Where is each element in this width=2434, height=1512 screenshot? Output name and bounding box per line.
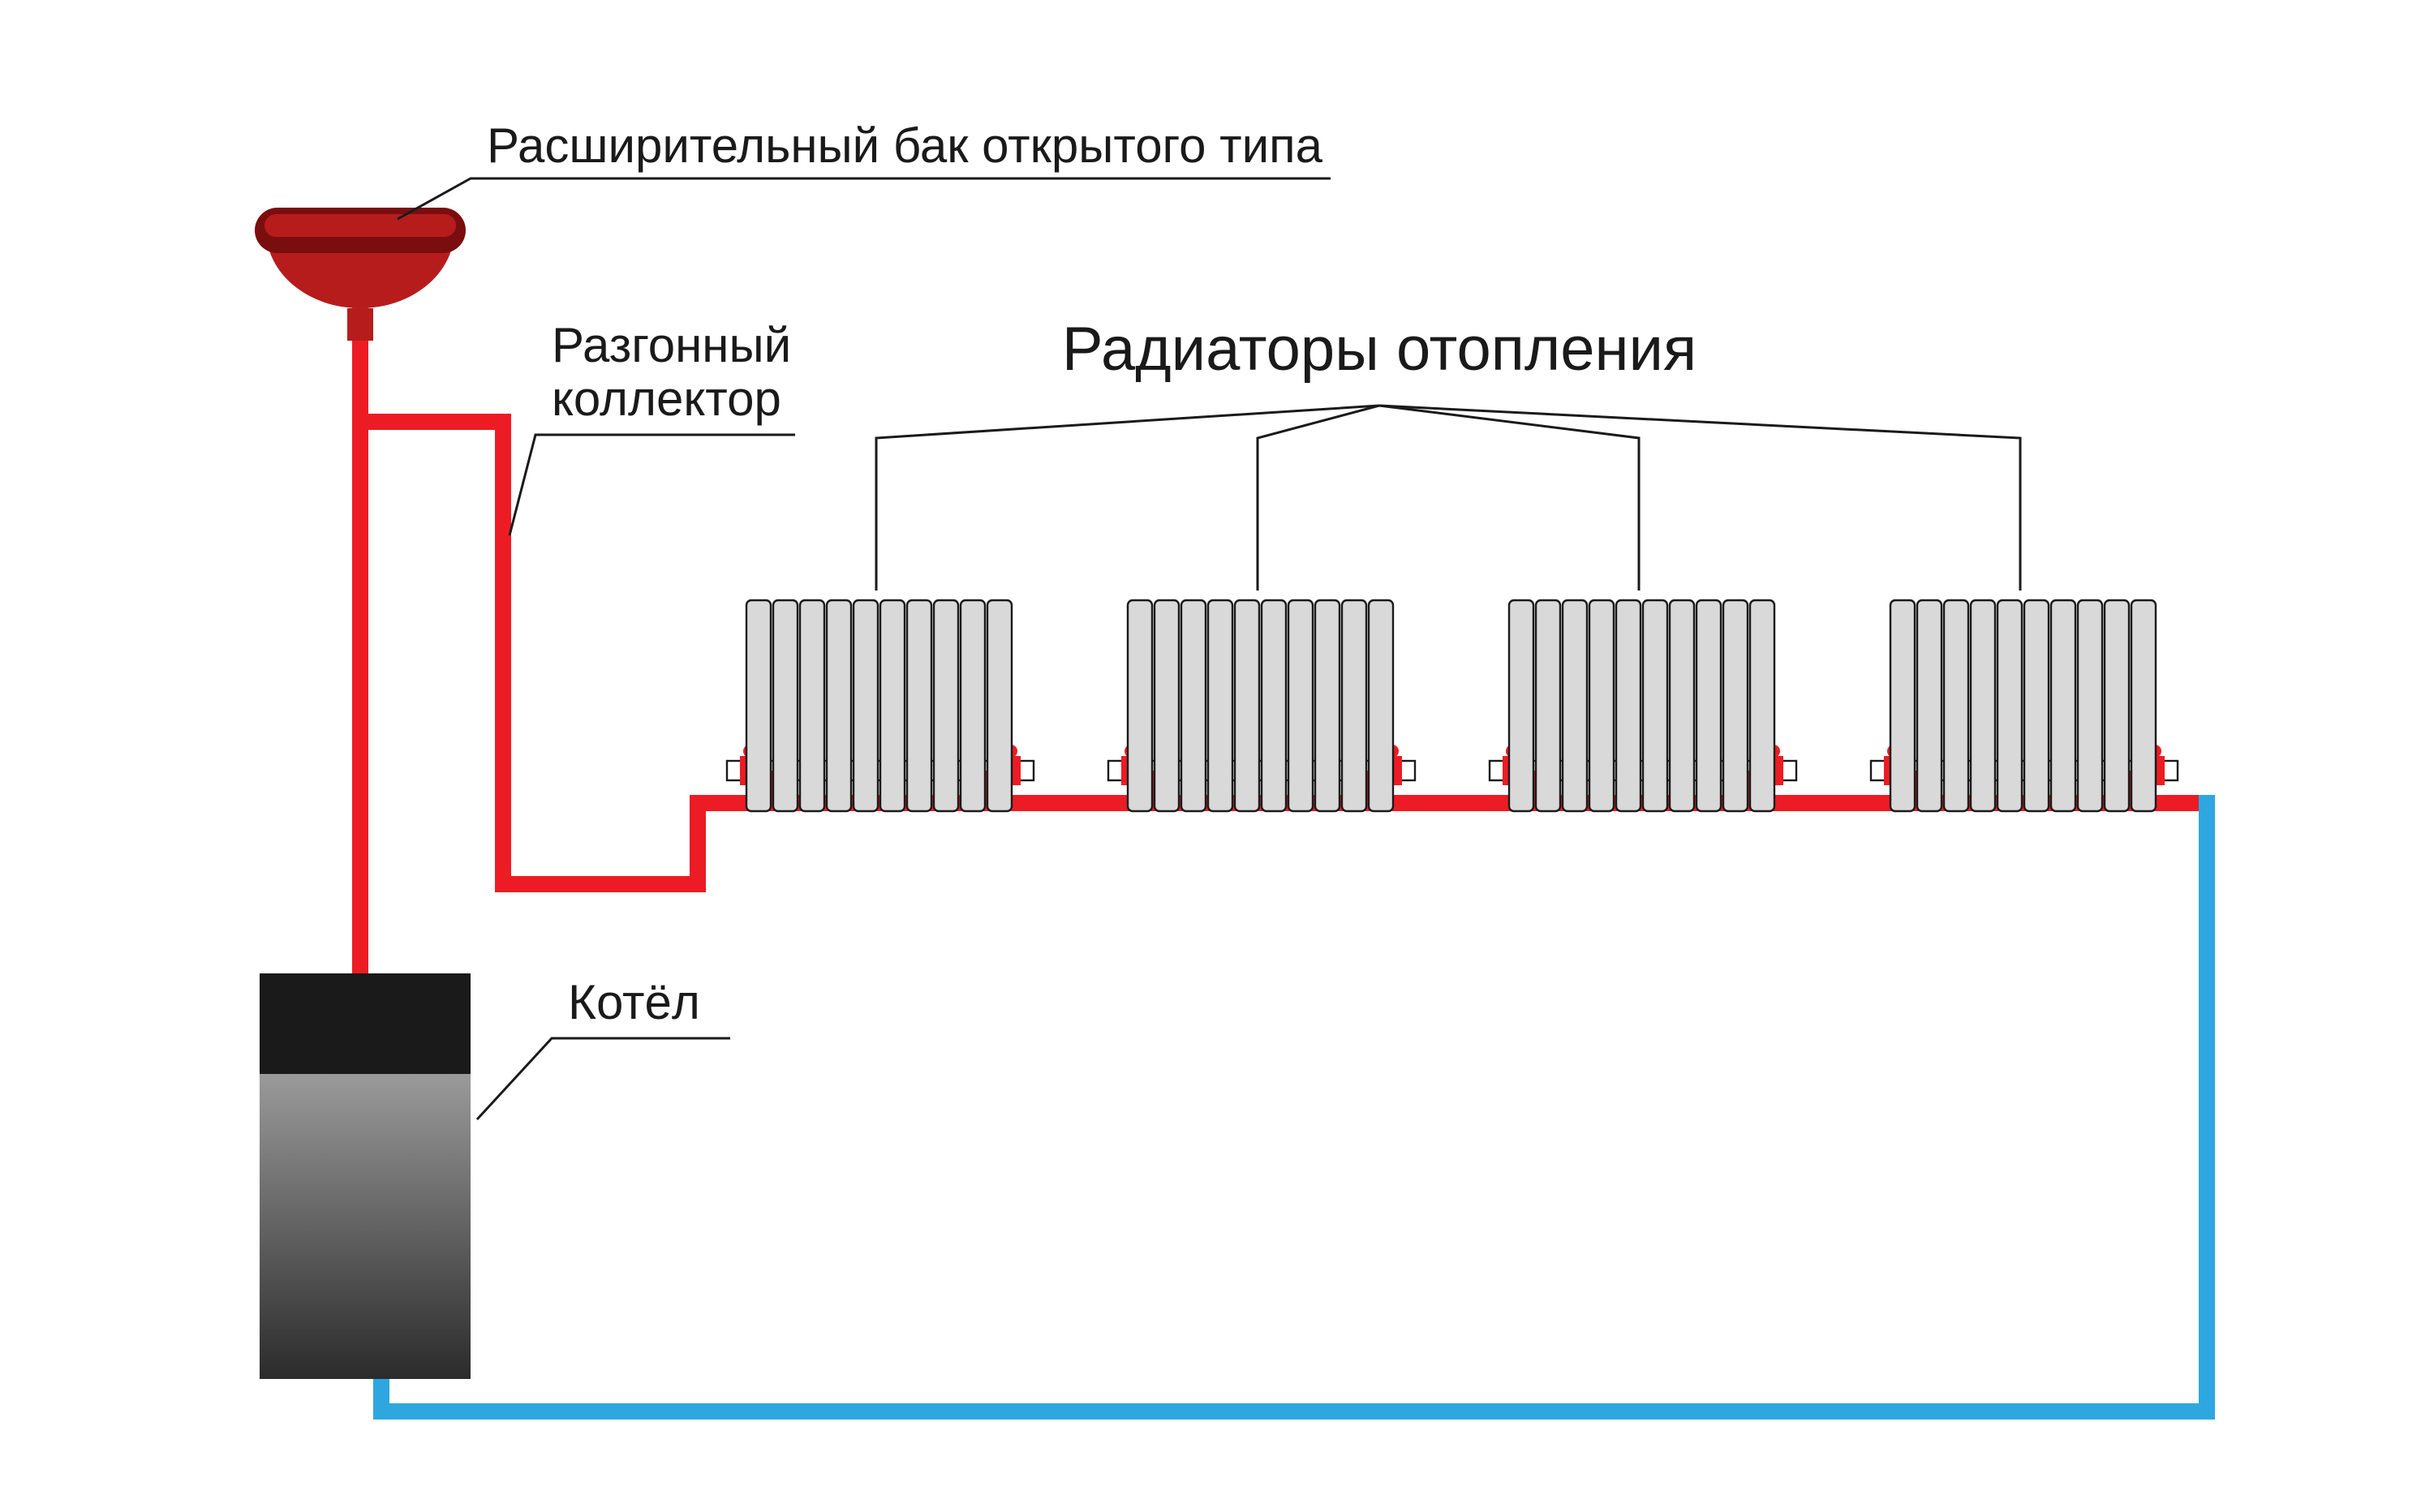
radiator	[1108, 600, 1415, 811]
boiler-icon	[260, 973, 471, 1379]
radiator	[1490, 600, 1796, 811]
radiator	[727, 600, 1034, 811]
label-boiler: Котёл	[568, 975, 700, 1029]
radiators-group	[727, 600, 2178, 811]
label-accel-collector-2: коллектор	[552, 372, 781, 426]
expansion-tank-icon	[255, 208, 466, 341]
label-radiators: Радиаторы отопления	[1062, 315, 1696, 384]
radiator	[1871, 600, 2178, 811]
label-expansion-tank: Расширительный бак открытого типа	[487, 118, 1323, 173]
label-accel-collector-1: Разгонный	[552, 318, 791, 372]
